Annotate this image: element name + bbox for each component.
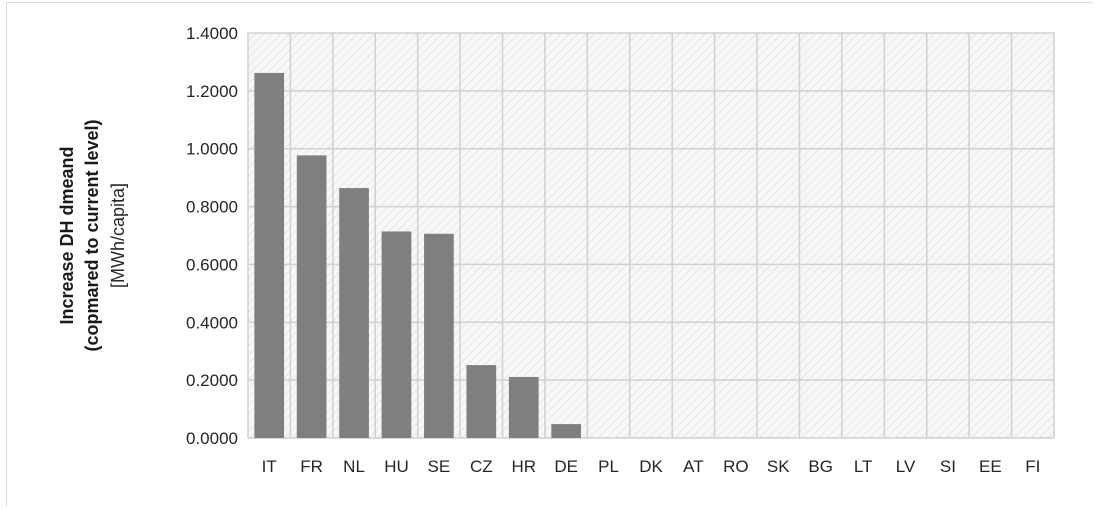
bar-it — [254, 72, 285, 439]
x-tick-label-it: IT — [262, 457, 277, 476]
bar-nl — [339, 188, 369, 438]
x-tick-label-at: AT — [683, 457, 703, 476]
y-tick-label: 1.4000 — [186, 24, 238, 43]
y-tick-label: 0.4000 — [186, 313, 238, 332]
y-tick-label: 0.2000 — [186, 371, 238, 390]
x-tick-label-de: DE — [554, 457, 578, 476]
x-tick-labels: IT FR NL HU SE CZ HR DE PL DK AT RO SK BG LT LV SI EE FI — [262, 457, 1041, 476]
y-axis-title-unit: [MWh/capita] — [108, 183, 128, 288]
x-tick-label-pl: PL — [598, 457, 619, 476]
y-axis-title-line2: (copmared to current level) — [82, 119, 102, 351]
x-tick-label-fr: FR — [300, 457, 323, 476]
y-tick-label: 0.6000 — [186, 255, 238, 274]
bar-hu — [381, 231, 412, 438]
bar-hr — [508, 376, 539, 438]
x-tick-label-ro: RO — [723, 457, 749, 476]
x-tick-label-hu: HU — [384, 457, 409, 476]
x-tick-label-lv: LV — [896, 457, 916, 476]
x-tick-label-bg: BG — [808, 457, 833, 476]
x-tick-label-cz: CZ — [470, 457, 493, 476]
x-tick-label-si: SI — [940, 457, 956, 476]
x-tick-label-ee: EE — [979, 457, 1002, 476]
y-tick-label: 1.2000 — [186, 82, 238, 101]
y-tick-label: 0.0000 — [186, 429, 238, 448]
y-tick-label: 0.8000 — [186, 198, 238, 217]
y-tick-labels: 0.0000 0.2000 0.4000 0.6000 0.8000 1.0000 1.20… — [186, 24, 238, 448]
x-tick-label-hr: HR — [511, 457, 536, 476]
x-tick-label-nl: NL — [343, 457, 365, 476]
x-tick-label-dk: DK — [639, 457, 663, 476]
chart-frame — [6, 2, 1092, 507]
x-tick-label-lt: LT — [854, 457, 873, 476]
bar-cz — [466, 365, 497, 438]
bar-se — [424, 233, 454, 438]
x-tick-label-se: SE — [428, 457, 451, 476]
x-tick-label-sk: SK — [767, 457, 790, 476]
bar-fr — [296, 155, 327, 438]
y-axis-title-line1: Increase DH dmeand — [57, 146, 77, 324]
y-tick-label: 1.0000 — [186, 140, 238, 159]
bar-de — [551, 424, 582, 438]
x-tick-label-fi: FI — [1025, 457, 1040, 476]
bars — [254, 72, 582, 439]
